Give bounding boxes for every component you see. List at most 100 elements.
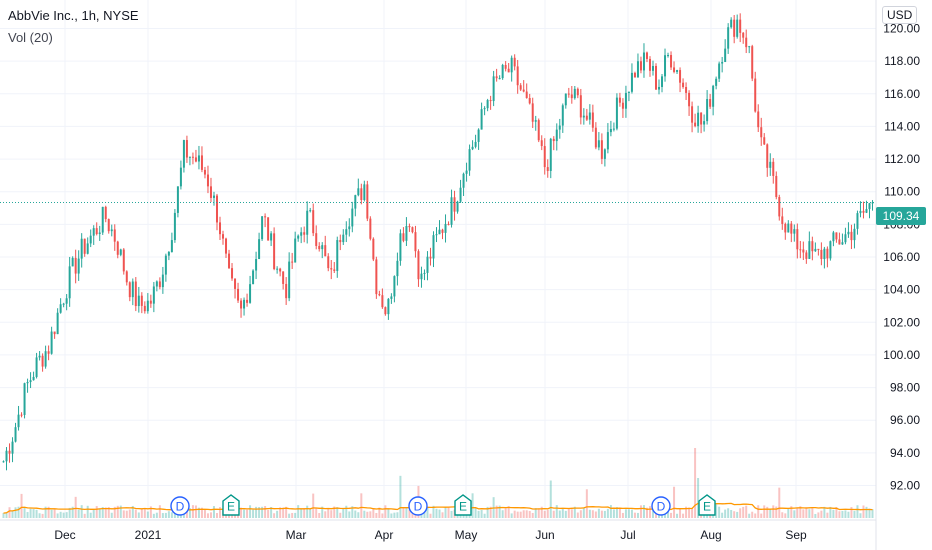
candle-body xyxy=(700,112,703,125)
x-tick-label: Dec xyxy=(54,528,75,542)
candle-body xyxy=(140,295,143,306)
candle-body xyxy=(618,97,621,103)
volume-bar xyxy=(125,510,128,518)
candle-body xyxy=(20,414,23,416)
volume-bar xyxy=(276,510,279,518)
candle-body xyxy=(483,108,486,110)
candle-body xyxy=(486,100,489,109)
candle-body xyxy=(188,156,191,158)
candle-body xyxy=(664,55,667,77)
volume-bar xyxy=(766,506,769,518)
candle-body xyxy=(191,156,194,158)
earnings-marker[interactable]: E xyxy=(454,494,472,516)
dividend-marker[interactable]: D xyxy=(170,496,190,516)
candle-body xyxy=(624,92,627,109)
candle-body xyxy=(588,112,591,120)
candle-body xyxy=(417,251,420,280)
x-tick-label: 2021 xyxy=(135,528,162,542)
volume-bar xyxy=(450,510,453,518)
candle-body xyxy=(381,295,384,308)
candle-body xyxy=(237,288,240,301)
volume-bar xyxy=(351,506,354,518)
y-tick-label: 116.00 xyxy=(884,87,920,101)
candle-body xyxy=(736,19,739,37)
candle-body xyxy=(155,281,158,287)
volume-bar xyxy=(745,505,748,518)
candle-body xyxy=(612,128,615,130)
candle-body xyxy=(841,242,844,245)
candle-body xyxy=(742,32,745,38)
candle-body xyxy=(549,138,552,171)
dividend-marker[interactable]: D xyxy=(651,496,671,516)
time-axis[interactable]: Dec 2021 Mar Apr May Jun Jul Aug Sep xyxy=(0,519,876,542)
volume-bar xyxy=(164,512,167,518)
candle-body xyxy=(2,461,5,463)
candle-body xyxy=(673,67,676,72)
volume-bar xyxy=(811,507,814,518)
dividend-marker[interactable]: D xyxy=(408,496,428,516)
candle-body xyxy=(363,184,366,201)
volume-bar xyxy=(784,513,787,518)
candle-body xyxy=(47,351,50,354)
volume-bar xyxy=(158,505,161,518)
volume-bar xyxy=(480,510,483,518)
candle-body xyxy=(585,115,588,120)
volume-indicator-label[interactable]: Vol (20) xyxy=(8,30,53,45)
candle-body xyxy=(222,234,225,239)
price-axis[interactable]: 92.00 94.00 96.00 98.00 100.00 102.00 104.00 10… xyxy=(875,0,920,550)
candle-body xyxy=(68,266,71,299)
volume-bar xyxy=(20,493,23,518)
volume-bar xyxy=(456,513,459,518)
currency-label[interactable]: USD xyxy=(882,6,918,24)
volume-bar xyxy=(495,505,498,518)
volume-bar xyxy=(787,508,790,518)
candle-body xyxy=(615,97,618,129)
candle-body xyxy=(279,268,282,272)
y-tick-label: 106.00 xyxy=(883,250,920,264)
candle-body xyxy=(763,137,766,145)
candle-body xyxy=(306,210,309,235)
candle-body xyxy=(862,210,865,213)
candle-body xyxy=(285,283,288,299)
y-tick-label: 102.00 xyxy=(883,315,920,329)
candle-body xyxy=(164,255,167,275)
candle-body xyxy=(492,76,495,102)
volume-bar xyxy=(252,509,255,518)
volume-bar xyxy=(161,513,164,518)
candle-body xyxy=(348,226,351,230)
candle-body xyxy=(645,52,648,59)
volume-bar xyxy=(805,507,808,518)
volume-bar xyxy=(645,507,648,518)
candle-body xyxy=(546,167,549,171)
volume-bar xyxy=(639,505,642,518)
volume-bar xyxy=(859,513,862,518)
earnings-marker[interactable]: E xyxy=(698,494,716,516)
volume-bar xyxy=(588,509,591,518)
candle-body xyxy=(206,174,209,187)
volume-bar xyxy=(101,507,104,518)
volume-bar xyxy=(423,512,426,518)
candle-body xyxy=(853,228,856,241)
volume-bar xyxy=(727,508,730,518)
candle-body xyxy=(802,249,805,253)
volume-bar xyxy=(829,506,832,518)
volume-bar xyxy=(435,508,438,518)
candle-body xyxy=(342,234,345,243)
candle-body xyxy=(468,149,471,171)
volume-bar xyxy=(363,510,366,518)
volume-bar xyxy=(781,512,784,518)
y-tick-label: 94.00 xyxy=(890,446,920,460)
candle-body xyxy=(360,188,363,201)
candle-body xyxy=(83,238,86,254)
volume-bar xyxy=(315,508,318,518)
candle-body xyxy=(297,235,300,239)
candle-body xyxy=(600,140,603,159)
candle-body xyxy=(80,238,83,259)
candle-body xyxy=(519,85,522,90)
volume-bar xyxy=(53,508,56,518)
earnings-marker[interactable]: E xyxy=(222,494,240,516)
candle-body xyxy=(294,238,297,263)
